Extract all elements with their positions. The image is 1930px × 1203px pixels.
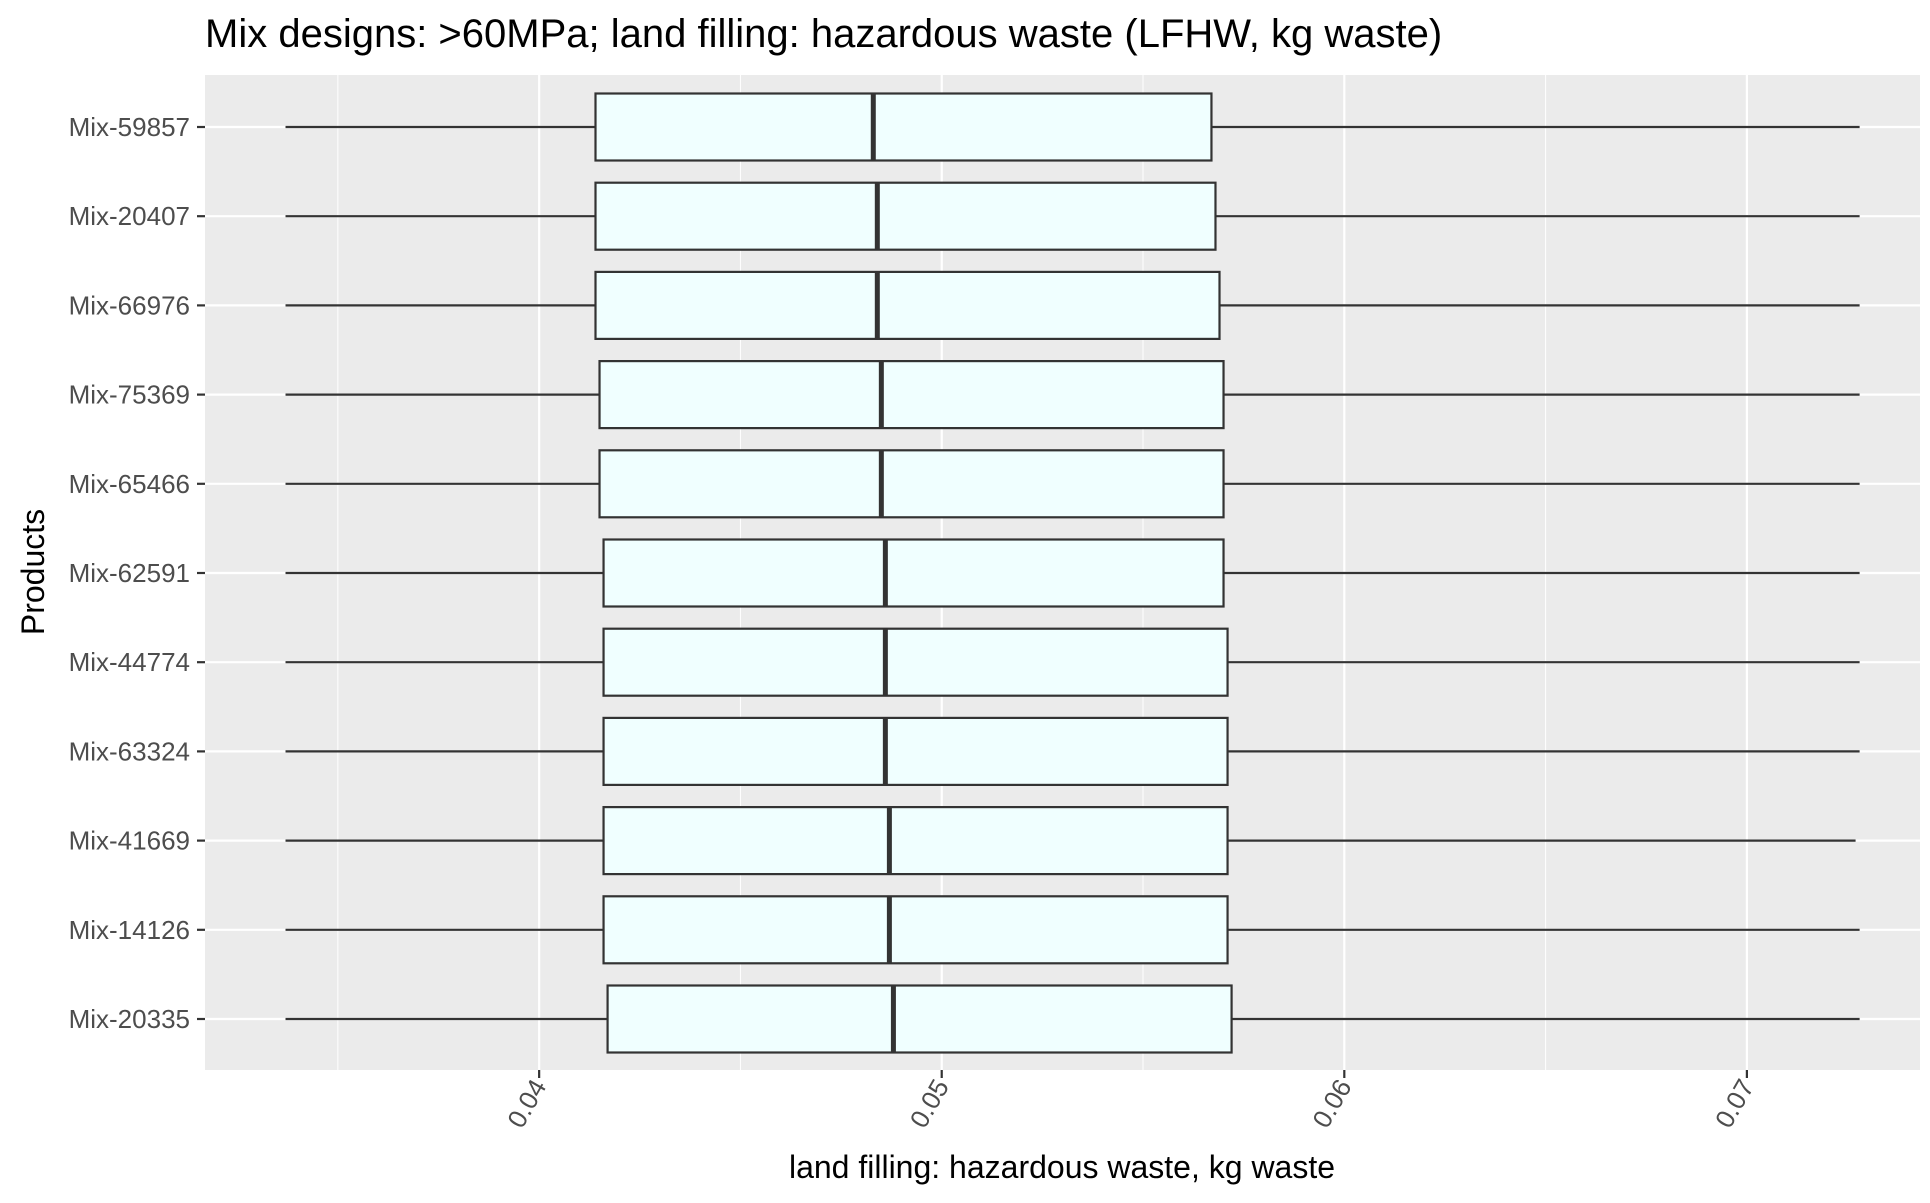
box-mix-14126 bbox=[285, 895, 1860, 965]
y-tick-label: Mix-65466 bbox=[69, 469, 190, 499]
iqr-box bbox=[602, 716, 1229, 787]
box-mix-59857 bbox=[285, 92, 1860, 162]
iqr-box bbox=[594, 181, 1217, 251]
iqr-box bbox=[606, 984, 1233, 1054]
box-mix-20407 bbox=[285, 181, 1860, 251]
chart-title: Mix designs: >60MPa; land filling: hazar… bbox=[205, 12, 1442, 56]
x-tick-label: 0.07 bbox=[1709, 1074, 1760, 1133]
box-mix-66976 bbox=[285, 270, 1860, 340]
iqr-box bbox=[598, 449, 1225, 519]
x-tick-label: 0.04 bbox=[501, 1074, 552, 1133]
y-tick-label: Mix-63324 bbox=[69, 736, 190, 766]
y-tick-label: Mix-20407 bbox=[69, 201, 190, 231]
y-tick-label: Mix-59857 bbox=[69, 112, 190, 142]
iqr-box bbox=[602, 627, 1229, 697]
y-axis-title: Products bbox=[15, 509, 51, 635]
box-mix-44774 bbox=[285, 627, 1860, 697]
x-tick-label: 0.05 bbox=[904, 1074, 955, 1133]
x-tick-label: 0.06 bbox=[1306, 1074, 1357, 1133]
y-tick-label: Mix-75369 bbox=[69, 380, 190, 410]
box-mix-65466 bbox=[285, 449, 1860, 519]
y-tick-label: Mix-62591 bbox=[69, 558, 190, 588]
y-tick-label: Mix-20335 bbox=[69, 1004, 190, 1034]
box-mix-75369 bbox=[285, 360, 1860, 430]
iqr-box bbox=[602, 805, 1229, 876]
x-axis-title: land filling: hazardous waste, kg waste bbox=[789, 1149, 1335, 1185]
box-mix-20335 bbox=[285, 984, 1860, 1054]
y-tick-label: Mix-66976 bbox=[69, 290, 190, 320]
box-series bbox=[285, 92, 1860, 1054]
y-tick-label: Mix-41669 bbox=[69, 826, 190, 856]
iqr-box bbox=[598, 360, 1225, 430]
iqr-box bbox=[594, 270, 1221, 340]
box-mix-63324 bbox=[285, 716, 1860, 787]
box-mix-41669 bbox=[285, 805, 1856, 876]
box-mix-62591 bbox=[285, 538, 1860, 608]
iqr-box bbox=[602, 538, 1225, 608]
iqr-box bbox=[602, 895, 1229, 965]
y-tick-label: Mix-14126 bbox=[69, 915, 190, 945]
iqr-box bbox=[594, 92, 1213, 162]
y-tick-label: Mix-44774 bbox=[69, 647, 190, 677]
